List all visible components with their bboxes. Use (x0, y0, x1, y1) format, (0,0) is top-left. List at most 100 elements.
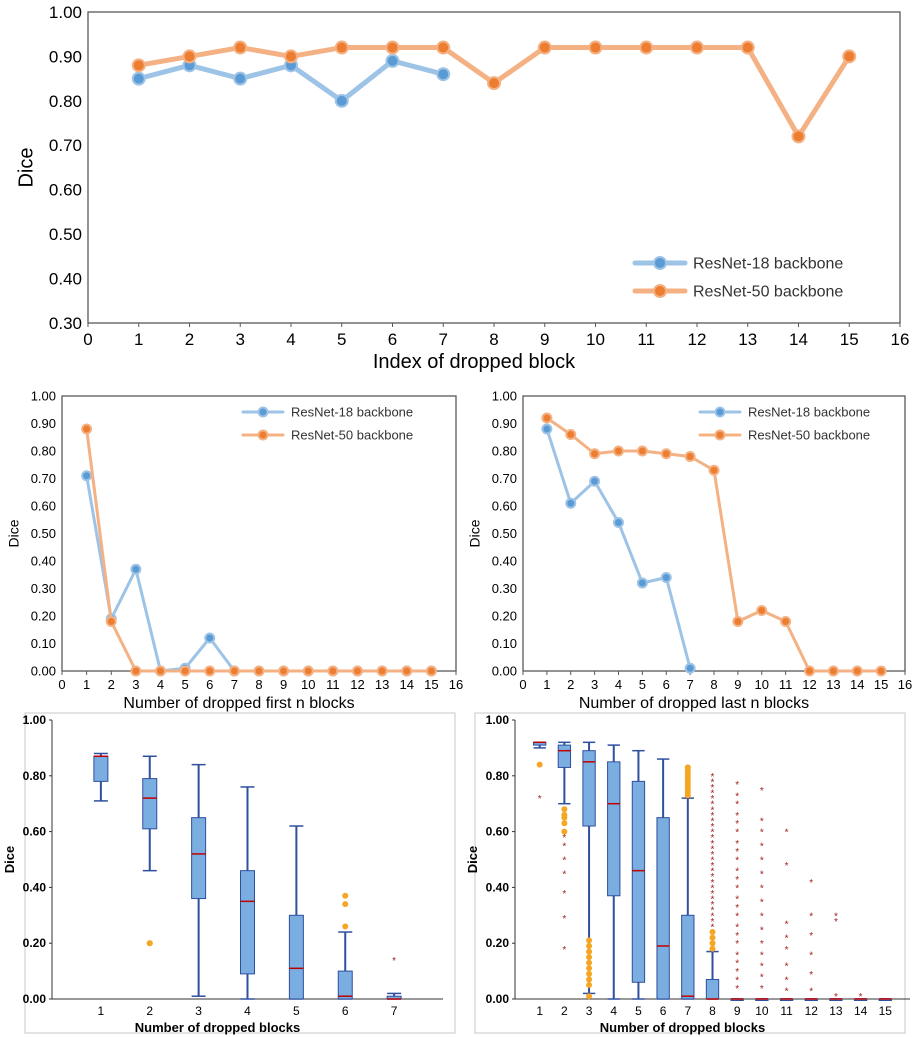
outlier-star: * (562, 914, 566, 925)
data-point-orange (385, 40, 400, 55)
box-body (93, 755, 109, 782)
y-tick-label: 0.00 (492, 664, 517, 679)
x-tick-label: 2 (146, 1004, 153, 1018)
outlier-star: * (760, 973, 764, 984)
x-tick-label: 7 (439, 330, 448, 349)
data-point-blue (541, 423, 553, 435)
data-point-orange (327, 665, 339, 677)
outlier-star: * (711, 917, 715, 928)
y-tick-label: 0.70 (49, 136, 82, 155)
outlier-dot (561, 814, 568, 821)
data-point-orange (690, 40, 704, 55)
y-axis-label: Dice (16, 147, 38, 187)
y-tick-label: 1.00 (486, 713, 510, 727)
x-axis-label: Index of dropped block (373, 351, 576, 373)
x-tick-label: 4 (244, 1004, 251, 1018)
outlier-star: * (785, 861, 789, 872)
x-axis-label: Number of dropped last n blocks (579, 695, 809, 712)
box-body (582, 750, 596, 827)
outlier-star: * (834, 911, 838, 922)
x-tick-label: 3 (586, 1004, 593, 1018)
y-tick-label: 0.20 (23, 936, 47, 950)
x-tick-label: 15 (874, 677, 888, 692)
data-point-orange (233, 40, 248, 55)
x-tick-label: 2 (108, 677, 115, 692)
outlier-star: * (735, 867, 739, 878)
x-tick-label: 3 (591, 677, 598, 692)
outlier-star: * (562, 889, 566, 900)
data-point-orange (842, 49, 857, 64)
y-tick-label: 1.00 (492, 389, 517, 404)
outlier-star: * (711, 922, 715, 933)
outlier-dot (561, 828, 568, 835)
y-tick-label: 0.60 (23, 825, 47, 839)
x-tick-label: 13 (738, 330, 757, 349)
y-tick-label: 0.60 (486, 825, 510, 839)
y-tick-label: 0.80 (23, 769, 47, 783)
x-tick-label: 3 (132, 677, 139, 692)
y-tick-label: 0.00 (23, 992, 47, 1006)
data-point-orange (487, 76, 501, 91)
outlier-star: * (760, 856, 764, 867)
x-tick-label: 6 (206, 677, 213, 692)
outlier-dot (709, 929, 716, 936)
data-point-blue (204, 632, 216, 644)
outlier-dot (586, 959, 593, 966)
outlier-dot (586, 982, 593, 989)
x-tick-label: 2 (185, 330, 194, 349)
outlier-star: * (785, 920, 789, 931)
outlier-star: * (711, 878, 715, 889)
x-tick-label: 11 (637, 330, 655, 349)
data-point-orange (732, 616, 744, 627)
x-tick-label: 8 (709, 1004, 716, 1018)
x-tick-label: 15 (879, 1004, 893, 1018)
outlier-star: * (834, 917, 838, 928)
data-point-blue (589, 475, 601, 487)
y-tick-label: 0.50 (49, 225, 82, 244)
data-point-orange (875, 665, 887, 677)
data-point-blue (660, 572, 672, 583)
data-point-orange (613, 445, 624, 457)
data-point-orange (302, 665, 314, 677)
outlier-star: * (711, 889, 715, 900)
outlier-star: * (562, 842, 566, 853)
y-tick-label: 1.00 (23, 713, 47, 727)
x-tick-label: 6 (342, 1004, 349, 1018)
y-axis-label: Dice (466, 519, 482, 547)
outlier-star: * (809, 878, 813, 889)
x-tick-label: 8 (489, 330, 498, 349)
outlier-star: * (809, 970, 813, 981)
y-tick-label: 0.40 (23, 880, 47, 894)
y-tick-label: 1.00 (49, 3, 82, 22)
x-tick-label: 9 (280, 677, 287, 692)
x-tick-label: 16 (891, 330, 910, 349)
outlier-star: * (735, 883, 739, 894)
x-tick-label: 1 (543, 677, 550, 692)
x-tick-label: 15 (840, 330, 859, 349)
y-tick-label: 0.90 (31, 416, 56, 431)
y-tick-label: 0.90 (492, 416, 517, 431)
box-body (705, 978, 720, 1000)
y-tick-label: 0.90 (49, 47, 82, 66)
outlier-star: * (735, 800, 739, 811)
outlier-star: * (735, 875, 739, 886)
box-body (240, 870, 255, 975)
outlier-star: * (735, 819, 739, 830)
y-tick-label: 0.40 (486, 880, 510, 894)
outlier-star: * (711, 777, 715, 788)
outlier-star: * (735, 939, 739, 950)
x-tick-label: 0 (519, 677, 526, 692)
outlier-star: * (760, 897, 764, 908)
legend-label: ResNet-18 backbone (748, 405, 870, 420)
outlier-star: * (711, 816, 715, 827)
outlier-star: * (711, 789, 715, 800)
data-point-orange (660, 448, 672, 460)
data-point-orange (565, 429, 577, 440)
y-tick-label: 0.60 (49, 181, 82, 200)
outlier-star: * (735, 922, 739, 933)
outlier-star: * (760, 869, 764, 880)
outlier-star: * (760, 883, 764, 894)
series-line-orange (85, 427, 433, 673)
panel-dropped-first-n-line-chart: 0.00 0.10 0.20 0.30 0.40 0.50 0.60 0.70 0.80 0.90… (5, 389, 463, 712)
outlier-star: * (562, 833, 566, 844)
